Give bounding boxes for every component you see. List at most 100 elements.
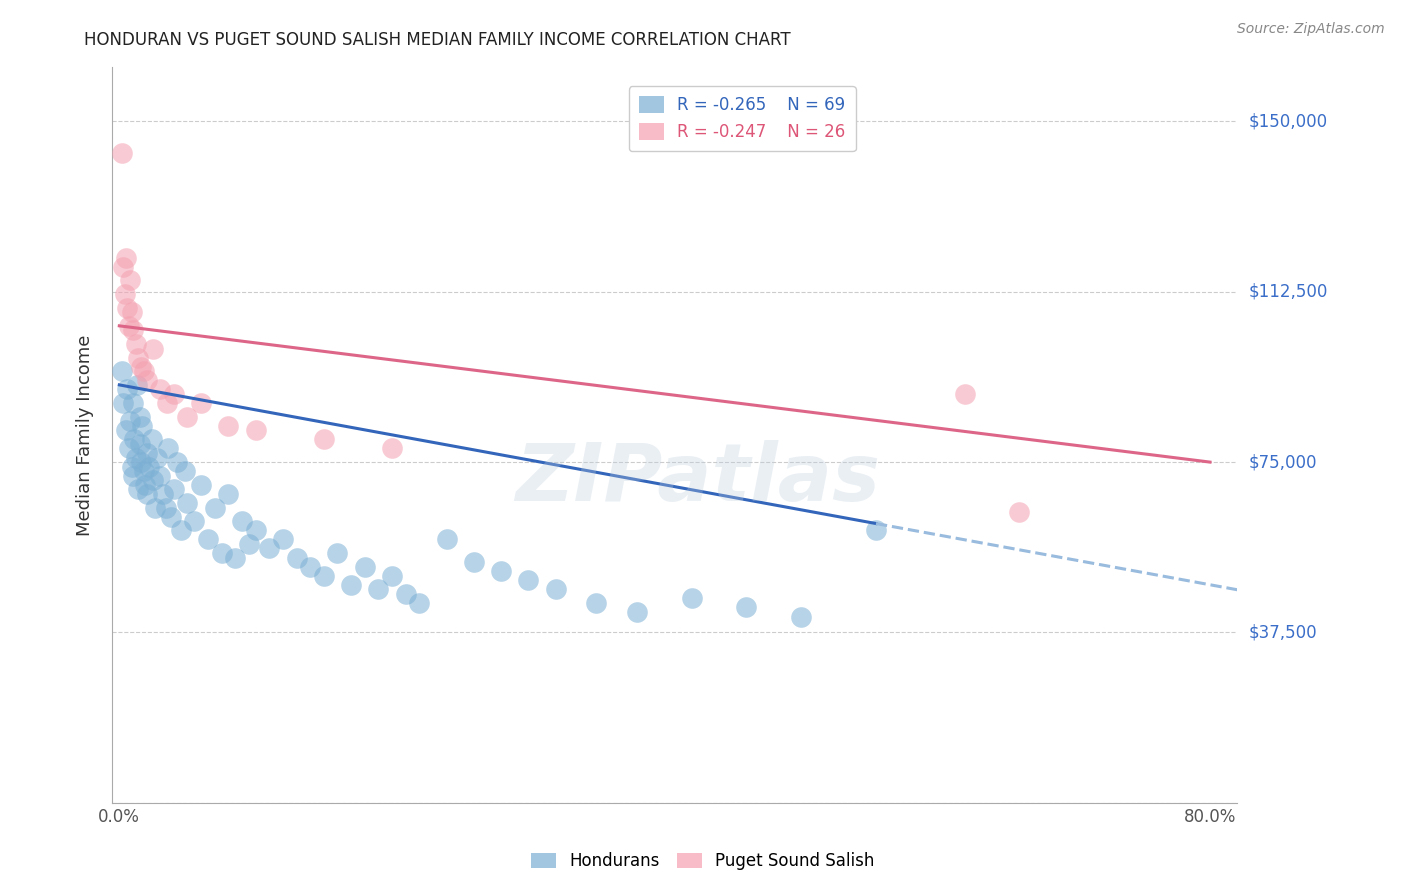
Point [408,596,430,610]
Point [157,442,180,456]
Point [134,478,156,492]
Point [111,146,134,161]
Point [118,318,141,333]
Text: ZIPatlas: ZIPatlas [515,440,880,518]
Point [517,573,540,587]
Point [340,578,363,592]
Point [142,342,165,356]
Point [115,423,138,437]
Point [953,387,976,401]
Point [163,387,186,401]
Point [381,568,404,582]
Point [285,550,308,565]
Point [149,468,172,483]
Point [122,396,145,410]
Point [436,533,458,547]
Point [135,373,157,387]
Point [114,287,136,301]
Point [135,487,157,501]
Point [381,442,404,456]
Legend: R = -0.265    N = 69, R = -0.247    N = 26: R = -0.265 N = 69, R = -0.247 N = 26 [628,87,856,151]
Point [142,473,165,487]
Point [141,433,163,447]
Point [1008,505,1031,519]
Text: $112,500: $112,500 [1249,283,1327,301]
Point [127,483,149,497]
Point [124,450,146,465]
Point [120,414,142,428]
Point [197,533,219,547]
Point [132,364,155,378]
Point [125,377,148,392]
Point [865,523,887,537]
Y-axis label: Median Family Income: Median Family Income [76,334,94,535]
Text: HONDURAN VS PUGET SOUND SALISH MEDIAN FAMILY INCOME CORRELATION CHART: HONDURAN VS PUGET SOUND SALISH MEDIAN FA… [84,31,792,49]
Point [118,442,141,456]
Point [120,273,142,287]
Text: $37,500: $37,500 [1249,624,1317,641]
Point [353,559,375,574]
Point [463,555,485,569]
Text: $75,000: $75,000 [1249,453,1317,471]
Point [681,591,703,606]
Point [112,260,135,274]
Point [367,582,389,597]
Point [128,437,150,451]
Legend: Hondurans, Puget Sound Salish: Hondurans, Puget Sound Salish [524,846,882,877]
Point [127,351,149,365]
Point [204,500,226,515]
Point [299,559,322,574]
Point [149,383,172,397]
Point [190,478,212,492]
Point [176,496,198,510]
Point [326,546,349,560]
Point [117,383,139,397]
Point [173,464,195,478]
Point [790,609,813,624]
Point [152,487,174,501]
Point [224,550,246,565]
Point [146,450,169,465]
Point [128,409,150,424]
Point [138,459,160,474]
Point [489,564,512,578]
Point [121,459,143,474]
Point [169,523,191,537]
Point [271,533,294,547]
Point [176,409,198,424]
Point [544,582,567,597]
Point [238,537,260,551]
Point [132,464,155,478]
Point [163,483,186,497]
Point [115,251,138,265]
Point [259,541,281,556]
Point [312,568,335,582]
Point [155,500,177,515]
Point [166,455,188,469]
Point [112,396,135,410]
Point [217,418,239,433]
Point [626,605,648,619]
Point [122,468,145,483]
Point [245,523,267,537]
Point [124,337,146,351]
Point [312,433,335,447]
Point [122,323,145,337]
Point [160,509,183,524]
Point [121,305,143,319]
Point [131,418,153,433]
Point [190,396,212,410]
Point [585,596,607,610]
Point [135,446,157,460]
Point [211,546,233,560]
Point [394,587,416,601]
Point [129,359,152,374]
Text: $150,000: $150,000 [1249,112,1327,130]
Text: Source: ZipAtlas.com: Source: ZipAtlas.com [1237,22,1385,37]
Point [231,514,253,528]
Point [183,514,205,528]
Point [217,487,239,501]
Point [124,433,146,447]
Point [143,500,166,515]
Point [156,396,179,410]
